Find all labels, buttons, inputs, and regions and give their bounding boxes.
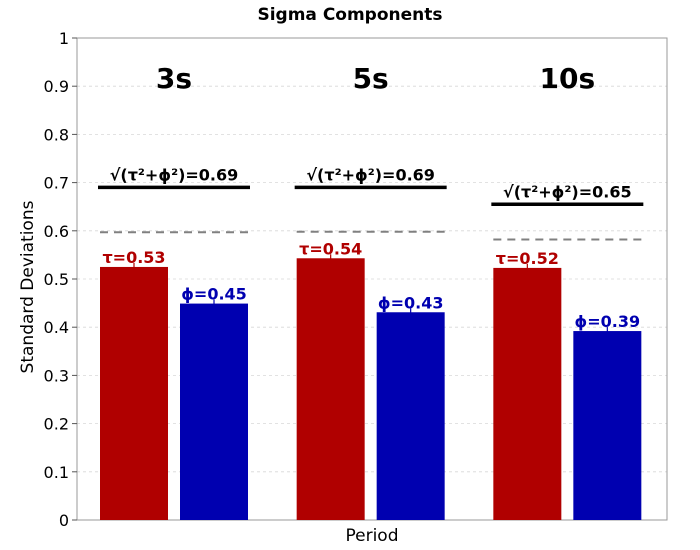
y-tick-label: 0.4	[44, 318, 69, 337]
y-tick-label: 0.7	[44, 174, 69, 193]
y-tick-label: 0.9	[44, 77, 69, 96]
bars	[98, 185, 644, 520]
bar-label-phi-10s: ϕ=0.39	[575, 312, 641, 331]
bar-label-phi-5s: ϕ=0.43	[378, 293, 444, 312]
bar-phi-10s	[573, 331, 642, 520]
total-label-3s: √(τ²+ϕ²)=0.69	[110, 165, 239, 184]
bar-label-phi-3s: ϕ=0.45	[181, 285, 247, 304]
y-tick-label: 0.6	[44, 222, 69, 241]
bar-tau-10s	[493, 267, 562, 520]
y-tick-label: 0.5	[44, 270, 69, 289]
group-label-3s: 3s	[156, 62, 192, 95]
group-label-10s: 10s	[540, 62, 596, 95]
grid-lines	[77, 85, 667, 473]
chart-title: Sigma Components	[257, 5, 442, 25]
y-tick-label: 1	[59, 29, 69, 48]
total-label-10s: √(τ²+ϕ²)=0.65	[503, 182, 632, 201]
bar-label-tau-5s: τ=0.54	[299, 239, 362, 258]
bar-phi-3s	[180, 303, 248, 520]
labels: τ=0.53 ϕ=0.45 √(τ²+ϕ²)=0.69 3s τ=0.54 ϕ=0.43 √…	[102, 62, 640, 331]
bar-tau-3s	[100, 266, 168, 520]
x-axis-label: Period	[345, 526, 398, 546]
y-axis-ticks: 0 0.1 0.2 0.3 0.4 0.5 0.6 0.7 0.8 0.9 1	[44, 29, 77, 530]
y-tick-label: 0.2	[44, 415, 69, 434]
bar-tau-5s	[296, 258, 365, 520]
bar-phi-5s	[376, 312, 445, 520]
total-label-5s: √(τ²+ϕ²)=0.69	[306, 165, 435, 184]
y-tick-label: 0	[59, 511, 69, 530]
y-axis-label: Standard Deviations	[18, 200, 38, 373]
y-tick-label: 0.3	[44, 366, 69, 385]
bar-label-tau-10s: τ=0.52	[496, 249, 559, 268]
y-tick-label: 0.1	[44, 463, 69, 482]
y-tick-label: 0.8	[44, 125, 69, 144]
group-label-5s: 5s	[353, 62, 389, 95]
bar-label-tau-3s: τ=0.53	[102, 248, 165, 267]
